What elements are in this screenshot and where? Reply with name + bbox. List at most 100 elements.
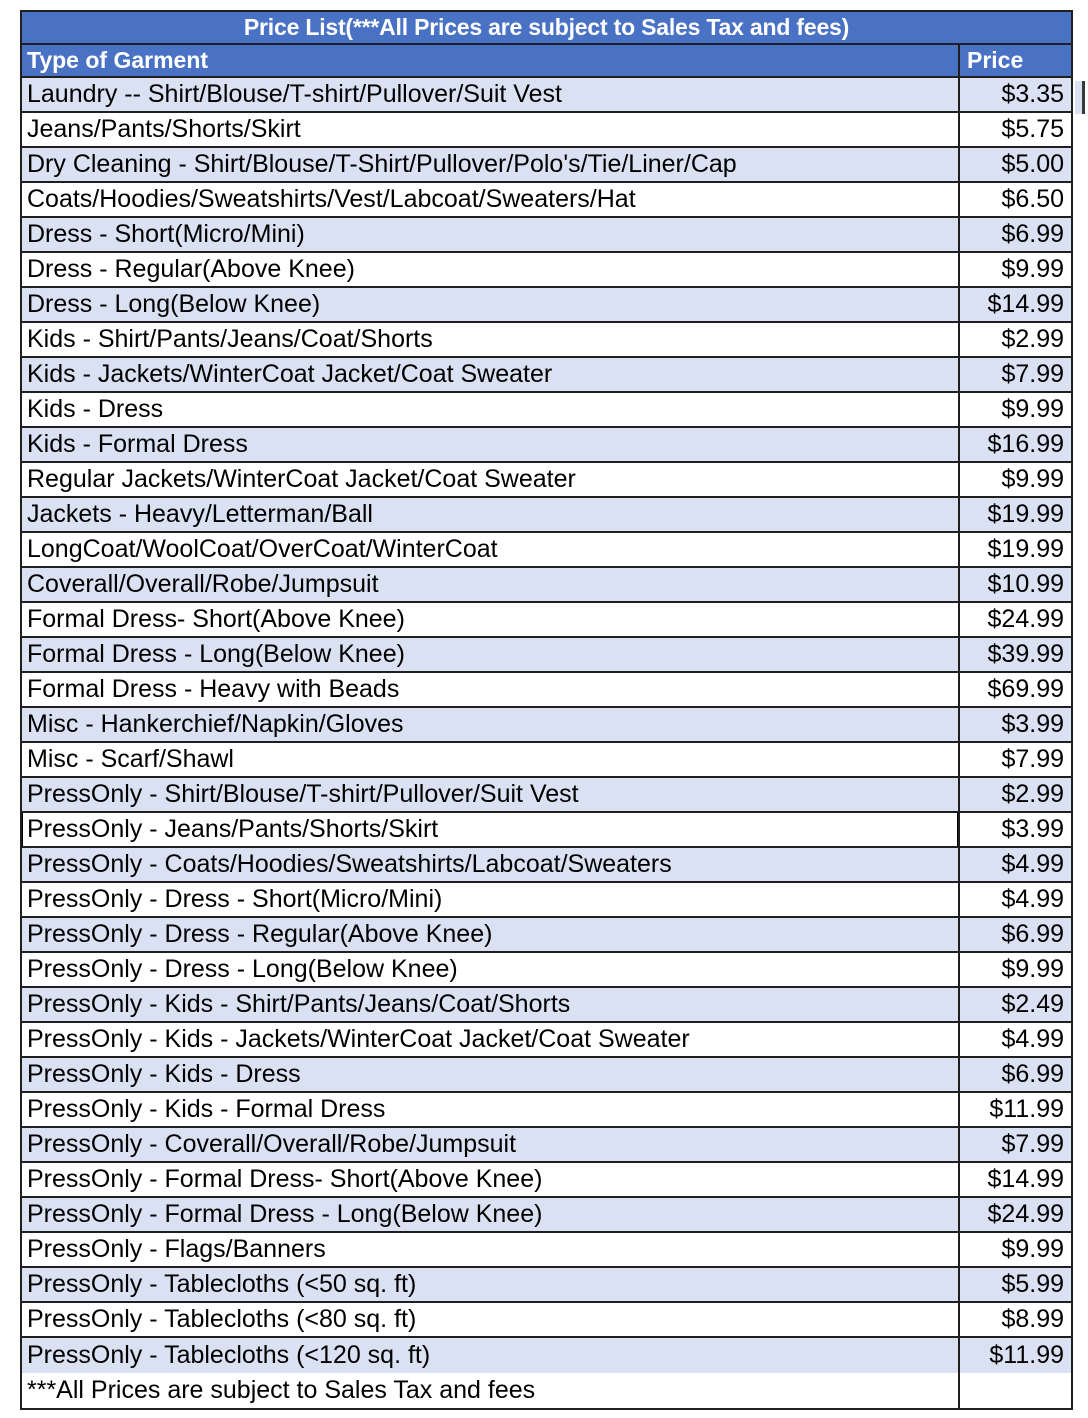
garment-cell[interactable]: Kids - Dress <box>27 395 164 423</box>
price-cell[interactable]: $7.99 <box>958 743 1071 776</box>
footer-price-cell[interactable] <box>958 1373 1071 1408</box>
price-cell[interactable]: $11.99 <box>958 1093 1071 1126</box>
garment-cell[interactable]: PressOnly - Tablecloths (<120 sq. ft) <box>27 1341 431 1369</box>
table-row: Jackets - Heavy/Letterman/Ball $19.99 <box>22 498 1071 533</box>
garment-cell[interactable]: Kids - Formal Dress <box>27 430 248 458</box>
garment-cell[interactable]: Jackets - Heavy/Letterman/Ball <box>27 500 373 528</box>
garment-cell[interactable]: Regular Jackets/WinterCoat Jacket/Coat S… <box>27 465 576 493</box>
garment-cell[interactable]: PressOnly - Tablecloths (<50 sq. ft) <box>27 1270 417 1298</box>
garment-cell[interactable]: Jeans/Pants/Shorts/Skirt <box>27 115 301 143</box>
price-cell[interactable]: $9.99 <box>958 1233 1071 1266</box>
footer-row: ***All Prices are subject to Sales Tax a… <box>22 1373 1071 1408</box>
price-cell[interactable]: $3.99 <box>958 813 1071 846</box>
garment-cell[interactable]: PressOnly - Dress - Long(Below Knee) <box>27 955 458 983</box>
table-row: PressOnly - Jeans/Pants/Shorts/Skirt $3.9… <box>22 813 1071 848</box>
garment-cell-selected[interactable]: PressOnly - Jeans/Pants/Shorts/Skirt <box>22 813 958 846</box>
price-cell[interactable]: $39.99 <box>958 638 1071 671</box>
garment-cell[interactable]: PressOnly - Formal Dress- Short(Above Kn… <box>27 1165 543 1193</box>
garment-cell[interactable]: PressOnly - Kids - Shirt/Pants/Jeans/Coa… <box>27 990 571 1018</box>
price-cell[interactable]: $3.35 <box>958 78 1071 111</box>
garment-cell[interactable]: Coats/Hoodies/Sweatshirts/Vest/Labcoat/S… <box>27 185 636 213</box>
price-cell[interactable]: $9.99 <box>958 253 1071 286</box>
price-cell[interactable]: $10.99 <box>958 568 1071 601</box>
table-row: PressOnly - Dress - Regular(Above Knee) $… <box>22 918 1071 953</box>
price-cell[interactable]: $24.99 <box>958 1198 1071 1231</box>
price-cell[interactable]: $19.99 <box>958 498 1071 531</box>
price-cell[interactable]: $14.99 <box>958 1163 1071 1196</box>
garment-cell[interactable]: PressOnly - Dress - Short(Micro/Mini) <box>27 885 443 913</box>
price-cell[interactable]: $5.75 <box>958 113 1071 146</box>
table-row: PressOnly - Kids - Shirt/Pants/Jeans/Coa… <box>22 988 1071 1023</box>
garment-cell[interactable]: Laundry -- Shirt/Blouse/T-shirt/Pullover… <box>27 80 562 108</box>
garment-cell[interactable]: PressOnly - Coverall/Overall/Robe/Jumpsu… <box>27 1130 517 1158</box>
garment-cell[interactable]: Dress - Short(Micro/Mini) <box>27 220 305 248</box>
garment-cell[interactable]: Formal Dress - Long(Below Knee) <box>27 640 405 668</box>
table-header-row: Type of Garment Price <box>22 45 1071 78</box>
table-row: PressOnly - Tablecloths (<50 sq. ft) $5.9… <box>22 1268 1071 1303</box>
table-row: Misc - Scarf/Shawl $7.99 <box>22 743 1071 778</box>
price-cell[interactable]: $2.49 <box>958 988 1071 1021</box>
garment-cell[interactable]: Formal Dress - Heavy with Beads <box>27 675 400 703</box>
price-cell[interactable]: $8.99 <box>958 1303 1071 1336</box>
garment-cell[interactable]: Coverall/Overall/Robe/Jumpsuit <box>27 570 379 598</box>
garment-cell[interactable]: Misc - Hankerchief/Napkin/Gloves <box>27 710 404 738</box>
table-row: PressOnly - Formal Dress - Long(Below Kn… <box>22 1198 1071 1233</box>
price-cell[interactable]: $5.99 <box>958 1268 1071 1301</box>
table-row: PressOnly - Flags/Banners $9.99 <box>22 1233 1071 1268</box>
garment-cell[interactable]: PressOnly - Tablecloths (<80 sq. ft) <box>27 1305 417 1333</box>
adjacent-column-fragment <box>1075 81 1085 114</box>
table-row: PressOnly - Kids - Formal Dress $11.99 <box>22 1093 1071 1128</box>
table-row: PressOnly - Tablecloths (<120 sq. ft) $11… <box>22 1338 1071 1373</box>
garment-cell[interactable]: Dry Cleaning - Shirt/Blouse/T-Shirt/Pull… <box>27 150 737 178</box>
header-cell-garment[interactable]: Type of Garment <box>22 45 958 76</box>
garment-cell[interactable]: Misc - Scarf/Shawl <box>27 745 234 773</box>
price-cell[interactable]: $6.99 <box>958 1058 1071 1091</box>
price-cell[interactable]: $9.99 <box>958 393 1071 426</box>
table-row: Dress - Short(Micro/Mini) $6.99 <box>22 218 1071 253</box>
table-title-cell[interactable]: Price List(***All Prices are subject to … <box>22 12 1071 45</box>
table-row: Laundry -- Shirt/Blouse/T-shirt/Pullover… <box>22 78 1071 113</box>
garment-cell[interactable]: Formal Dress- Short(Above Knee) <box>27 605 405 633</box>
price-cell[interactable]: $7.99 <box>958 358 1071 391</box>
price-cell[interactable]: $6.99 <box>958 218 1071 251</box>
price-cell[interactable]: $24.99 <box>958 603 1071 636</box>
header-cell-price[interactable]: Price <box>958 45 1071 76</box>
garment-cell[interactable]: PressOnly - Kids - Jackets/WinterCoat Ja… <box>27 1025 690 1053</box>
garment-cell[interactable]: Kids - Shirt/Pants/Jeans/Coat/Shorts <box>27 325 433 353</box>
garment-cell[interactable]: PressOnly - Kids - Formal Dress <box>27 1095 386 1123</box>
price-cell[interactable]: $6.50 <box>958 183 1071 216</box>
garment-cell[interactable]: PressOnly - Dress - Regular(Above Knee) <box>27 920 493 948</box>
footer-note: ***All Prices are subject to Sales Tax a… <box>27 1376 536 1404</box>
garment-cell[interactable]: Kids - Jackets/WinterCoat Jacket/Coat Sw… <box>27 360 553 388</box>
price-cell[interactable]: $5.00 <box>958 148 1071 181</box>
price-cell[interactable]: $69.99 <box>958 673 1071 706</box>
price-cell[interactable]: $2.99 <box>958 778 1071 811</box>
table-row: Dress - Regular(Above Knee) $9.99 <box>22 253 1071 288</box>
price-cell[interactable]: $2.99 <box>958 323 1071 356</box>
garment-cell[interactable]: PressOnly - Flags/Banners <box>27 1235 326 1263</box>
price-cell[interactable]: $9.99 <box>958 463 1071 496</box>
footer-note-cell[interactable]: ***All Prices are subject to Sales Tax a… <box>22 1373 958 1408</box>
price-cell[interactable]: $3.99 <box>958 708 1071 741</box>
garment-cell[interactable]: PressOnly - Kids - Dress <box>27 1060 301 1088</box>
price-cell[interactable]: $7.99 <box>958 1128 1071 1161</box>
price-cell[interactable]: $4.99 <box>958 848 1071 881</box>
table-row: Coats/Hoodies/Sweatshirts/Vest/Labcoat/S… <box>22 183 1071 218</box>
garment-cell[interactable]: PressOnly - Coats/Hoodies/Sweatshirts/La… <box>27 850 672 878</box>
garment-cell[interactable]: PressOnly - Formal Dress - Long(Below Kn… <box>27 1200 543 1228</box>
table-row: Kids - Formal Dress $16.99 <box>22 428 1071 463</box>
price-cell[interactable]: $14.99 <box>958 288 1071 321</box>
garment-cell[interactable]: PressOnly - Shirt/Blouse/T-shirt/Pullove… <box>27 780 579 808</box>
garment-cell[interactable]: Dress - Regular(Above Knee) <box>27 255 355 283</box>
table-row: Regular Jackets/WinterCoat Jacket/Coat S… <box>22 463 1071 498</box>
price-cell[interactable]: $4.99 <box>958 1023 1071 1056</box>
price-cell[interactable]: $16.99 <box>958 428 1071 461</box>
price-cell[interactable]: $9.99 <box>958 953 1071 986</box>
price-cell[interactable]: $4.99 <box>958 883 1071 916</box>
price-cell[interactable]: $6.99 <box>958 918 1071 951</box>
price-cell[interactable]: $19.99 <box>958 533 1071 566</box>
garment-cell[interactable]: LongCoat/WoolCoat/OverCoat/WinterCoat <box>27 535 498 563</box>
price-cell[interactable]: $11.99 <box>958 1338 1071 1373</box>
table-row: Kids - Jackets/WinterCoat Jacket/Coat Sw… <box>22 358 1071 393</box>
garment-cell[interactable]: Dress - Long(Below Knee) <box>27 290 321 318</box>
